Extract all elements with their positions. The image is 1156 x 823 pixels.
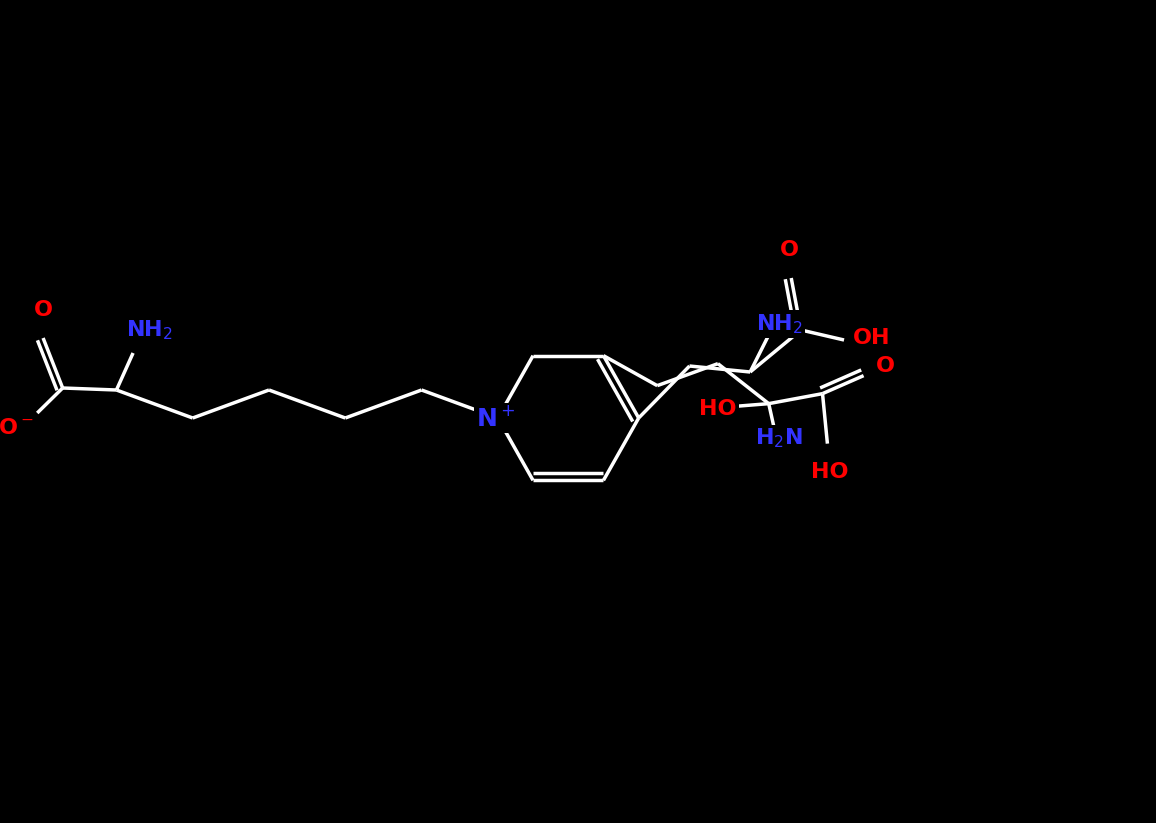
- Text: NH$_2$: NH$_2$: [126, 319, 173, 342]
- Text: H$_2$N: H$_2$N: [755, 427, 802, 450]
- Text: HO: HO: [699, 398, 736, 419]
- Text: O$^-$: O$^-$: [0, 418, 34, 438]
- Text: O: O: [875, 356, 895, 375]
- Text: HO: HO: [810, 462, 849, 481]
- Text: NH$_2$: NH$_2$: [756, 312, 803, 336]
- Text: O: O: [34, 300, 52, 320]
- Text: O: O: [780, 240, 799, 260]
- Text: N$^+$: N$^+$: [476, 406, 516, 430]
- Text: OH: OH: [853, 328, 890, 348]
